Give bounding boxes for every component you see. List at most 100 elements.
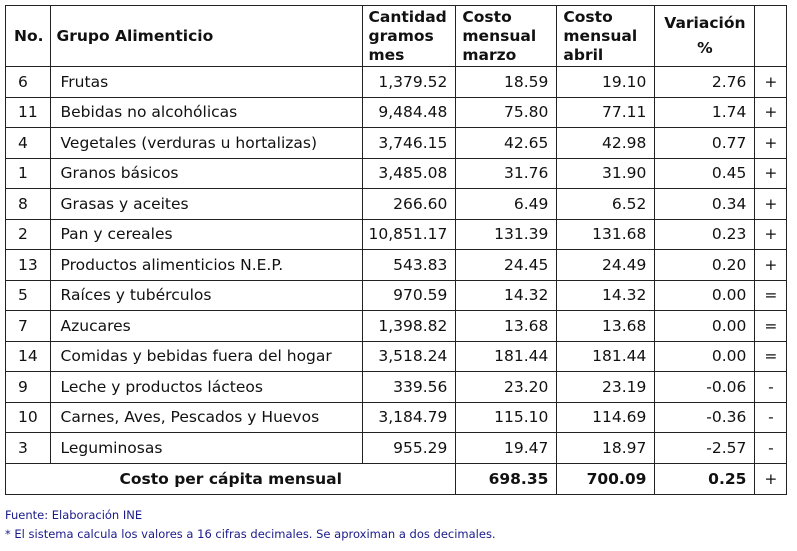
variation: 0.00 <box>654 340 756 372</box>
row-number: 13 <box>5 249 51 281</box>
table-row: 11 Bebidas no alcohólicas 9,484.48 75.80 77.… <box>5 96 788 128</box>
row-number: 1 <box>5 157 51 189</box>
header-cost-april: Costo mensual abril <box>556 5 656 67</box>
variation: 0.00 <box>654 310 756 342</box>
table-row: 8 Grasas y aceites 266.60 6.49 6.52 0.34 + <box>5 188 788 220</box>
variation-sign: - <box>754 371 788 403</box>
variation-sign: + <box>754 127 788 159</box>
cost-march: 115.10 <box>455 401 558 433</box>
food-cost-table: No. Grupo Alimenticio Cantidad gramos me… <box>4 5 788 495</box>
cost-april: 6.52 <box>556 188 656 220</box>
quantity: 10,851.17 <box>361 218 457 250</box>
header-sign <box>754 5 788 67</box>
table-row: 2 Pan y cereales 10,851.17 131.39 131.68 0.23… <box>5 218 788 250</box>
row-number: 9 <box>5 371 51 403</box>
row-number: 8 <box>5 188 51 220</box>
row-number: 7 <box>5 310 51 342</box>
header-group: Grupo Alimenticio <box>49 5 363 67</box>
cost-march: 75.80 <box>455 96 558 128</box>
group-name: Azucares <box>49 310 363 342</box>
cost-march: 18.59 <box>455 66 558 98</box>
row-number: 3 <box>5 432 51 464</box>
quantity: 339.56 <box>361 371 457 403</box>
variation-sign: + <box>754 188 788 220</box>
group-name: Frutas <box>49 66 363 98</box>
header-quantity: Cantidad gramos mes <box>361 5 457 67</box>
group-name: Bebidas no alcohólicas <box>49 96 363 128</box>
cost-april: 14.32 <box>556 279 656 311</box>
header-variation-line2: % <box>697 39 713 57</box>
quantity: 3,746.15 <box>361 127 457 159</box>
cost-march: 131.39 <box>455 218 558 250</box>
variation: 2.76 <box>654 66 756 98</box>
total-row: Costo per cápita mensual 698.35 700.09 0… <box>4 462 788 495</box>
variation-sign: = <box>754 279 788 311</box>
table-row: 10 Carnes, Aves, Pescados y Huevos 3,184.7… <box>5 401 788 433</box>
row-number: 14 <box>5 340 51 372</box>
variation-sign: + <box>754 96 788 128</box>
header-no: No. <box>5 5 51 67</box>
cost-april: 13.68 <box>556 310 656 342</box>
header-quantity-text: Cantidad gramos mes <box>368 7 447 64</box>
cost-march: 24.45 <box>455 249 558 281</box>
group-name: Leche y productos lácteos <box>49 371 363 403</box>
cost-april: 77.11 <box>556 96 656 128</box>
quantity: 3,184.79 <box>361 401 457 433</box>
quantity: 9,484.48 <box>361 96 457 128</box>
header-variation-line1: Variación <box>664 14 746 32</box>
cost-march: 13.68 <box>455 310 558 342</box>
table-row: 13 Productos alimenticios N.E.P. 543.83 24.… <box>5 249 788 281</box>
quantity: 1,379.52 <box>361 66 457 98</box>
cost-april: 23.19 <box>556 371 656 403</box>
variation: 0.45 <box>654 157 756 189</box>
group-name: Leguminosas <box>49 432 363 464</box>
group-name: Comidas y bebidas fuera del hogar <box>49 340 363 372</box>
variation-sign: + <box>754 66 788 98</box>
cost-march: 14.32 <box>455 279 558 311</box>
group-name: Grasas y aceites <box>49 188 363 220</box>
table-row: 6 Frutas 1,379.52 18.59 19.10 2.76 + <box>5 66 788 98</box>
cost-april: 24.49 <box>556 249 656 281</box>
variation-sign: = <box>754 310 788 342</box>
table-row: 1 Granos básicos 3,485.08 31.76 31.90 0.45 + <box>5 157 788 189</box>
quantity: 3,485.08 <box>361 157 457 189</box>
variation: 0.34 <box>654 188 756 220</box>
total-april: 700.09 <box>556 462 656 495</box>
variation: 0.77 <box>654 127 756 159</box>
total-sign: + <box>754 462 788 495</box>
cost-april: 19.10 <box>556 66 656 98</box>
cost-march: 6.49 <box>455 188 558 220</box>
group-name: Granos básicos <box>49 157 363 189</box>
total-variation: 0.25 <box>654 462 756 495</box>
table-row: 9 Leche y productos lácteos 339.56 23.20 23.… <box>5 371 788 403</box>
variation: -0.06 <box>654 371 756 403</box>
quantity: 970.59 <box>361 279 457 311</box>
table-header-row: No. Grupo Alimenticio Cantidad gramos me… <box>5 5 788 67</box>
variation-sign: + <box>754 218 788 250</box>
variation: -0.36 <box>654 401 756 433</box>
cost-march: 42.65 <box>455 127 558 159</box>
variation: 0.20 <box>654 249 756 281</box>
cost-april: 42.98 <box>556 127 656 159</box>
cost-april: 114.69 <box>556 401 656 433</box>
quantity: 1,398.82 <box>361 310 457 342</box>
quantity: 3,518.24 <box>361 340 457 372</box>
table-row: 5 Raíces y tubérculos 970.59 14.32 14.32 0.00… <box>5 279 788 311</box>
row-number: 2 <box>5 218 51 250</box>
header-cost-march: Costo mensual marzo <box>455 5 558 67</box>
cost-march: 31.76 <box>455 157 558 189</box>
row-number: 11 <box>5 96 51 128</box>
quantity: 266.60 <box>361 188 457 220</box>
cost-april: 131.68 <box>556 218 656 250</box>
total-march: 698.35 <box>455 462 558 495</box>
cost-march: 19.47 <box>455 432 558 464</box>
group-name: Productos alimenticios N.E.P. <box>49 249 363 281</box>
cost-april: 18.97 <box>556 432 656 464</box>
variation: 0.00 <box>654 279 756 311</box>
cost-march: 181.44 <box>455 340 558 372</box>
variation-sign: + <box>754 157 788 189</box>
row-number: 10 <box>5 401 51 433</box>
variation-sign: = <box>754 340 788 372</box>
header-variation: Variación % <box>654 5 756 67</box>
variation-sign: - <box>754 401 788 433</box>
